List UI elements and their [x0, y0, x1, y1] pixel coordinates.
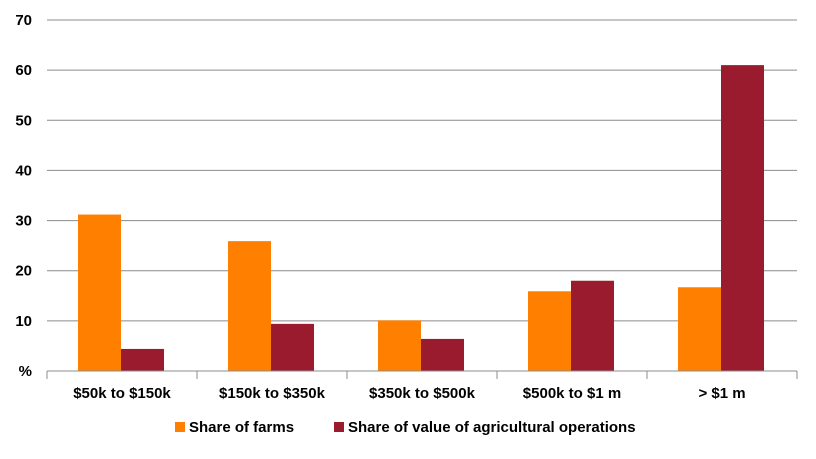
- y-axis-labels: % 10 20 30 40 50 60 70: [15, 12, 32, 380]
- y-tick-label: 40: [15, 162, 32, 179]
- bar-series-2: [421, 338, 464, 371]
- bars: [78, 65, 764, 371]
- x-category-label: $500k to $1 m: [523, 385, 621, 402]
- legend: Share of farms Share of value of agricult…: [175, 419, 636, 436]
- x-axis: $50k to $150k $150k to $350k $350k to $500…: [46, 370, 798, 402]
- bar-series-2: [571, 280, 614, 371]
- gridlines: [47, 19, 797, 322]
- y-tick-label: 70: [15, 12, 32, 29]
- y-tick-label: 30: [15, 213, 32, 230]
- bar-series-1: [678, 287, 721, 371]
- y-tick-label: 50: [15, 112, 32, 129]
- bar-series-2: [121, 348, 164, 371]
- bar-series-1: [528, 291, 571, 371]
- legend-swatch: [334, 422, 344, 432]
- legend-label: Share of value of agricultural operation…: [348, 419, 636, 436]
- bar-series-1: [378, 320, 421, 371]
- bar-series-1: [228, 241, 271, 371]
- y-tick-label: 60: [15, 62, 32, 79]
- x-category-label: > $1 m: [698, 385, 745, 402]
- y-tick-label: %: [19, 363, 32, 380]
- x-category-label: $150k to $350k: [219, 385, 326, 402]
- y-tick-label: 20: [15, 263, 32, 280]
- legend-swatch: [175, 422, 185, 432]
- y-tick-label: 10: [15, 313, 32, 330]
- x-category-label: $350k to $500k: [369, 385, 476, 402]
- x-category-label: $50k to $150k: [73, 385, 171, 402]
- bar-series-2: [271, 323, 314, 371]
- bar-series-2: [721, 65, 764, 371]
- legend-label: Share of farms: [189, 419, 294, 436]
- bar-series-1: [78, 214, 121, 371]
